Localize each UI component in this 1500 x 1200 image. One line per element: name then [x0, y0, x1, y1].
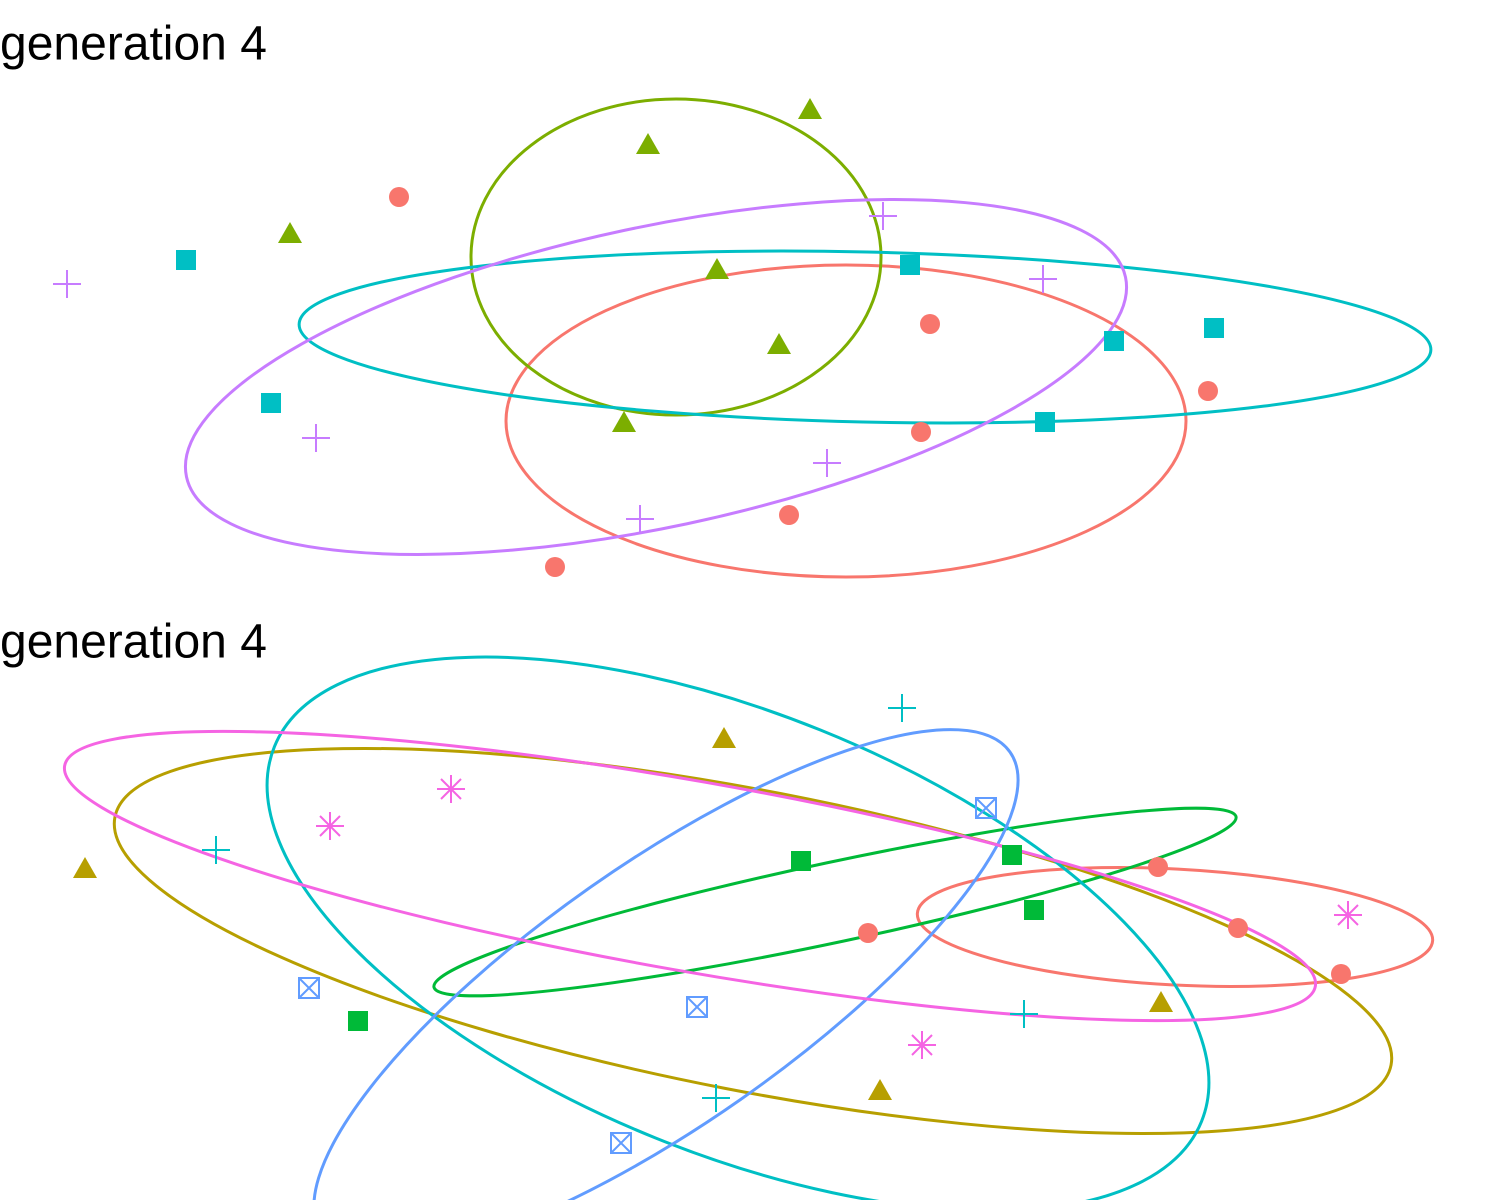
point — [1024, 900, 1044, 920]
point — [348, 1011, 368, 1031]
chart-panel: generation 4 — [0, 18, 1433, 579]
point — [900, 255, 920, 275]
point — [1149, 991, 1173, 1012]
point — [261, 393, 281, 413]
point — [888, 694, 916, 722]
point — [202, 836, 230, 864]
point — [73, 857, 97, 878]
point — [911, 422, 931, 442]
point — [1334, 901, 1362, 929]
point — [858, 923, 878, 943]
point — [1331, 964, 1351, 984]
chart-panel: generation 4 — [0, 616, 1435, 1200]
confidence-ellipse — [112, 746, 1394, 1136]
point — [1010, 1000, 1038, 1028]
point — [1029, 265, 1057, 293]
point — [869, 202, 897, 230]
point — [1002, 845, 1022, 865]
point — [437, 775, 465, 803]
confidence-ellipse — [297, 249, 1433, 425]
point — [908, 1031, 936, 1059]
confidence-ellipse — [469, 97, 883, 417]
point — [702, 1084, 730, 1112]
point — [686, 996, 708, 1018]
point — [610, 1132, 632, 1154]
point — [612, 411, 636, 432]
point — [1035, 412, 1055, 432]
confidence-ellipse — [312, 728, 1020, 1200]
confidence-ellipse — [183, 198, 1129, 556]
point — [1228, 918, 1248, 938]
confidence-ellipse — [504, 263, 1188, 579]
point — [705, 258, 729, 279]
point — [767, 333, 791, 354]
point — [1204, 318, 1224, 338]
chart-title: generation 4 — [0, 616, 267, 669]
point — [278, 222, 302, 243]
point — [626, 505, 654, 533]
point — [176, 250, 196, 270]
point — [1104, 331, 1124, 351]
confidence-ellipse — [265, 655, 1211, 1200]
point — [791, 851, 811, 871]
point — [636, 133, 660, 154]
point — [302, 424, 330, 452]
point — [813, 449, 841, 477]
point — [712, 727, 736, 748]
chart-title: generation 4 — [0, 18, 267, 71]
point — [868, 1079, 892, 1100]
confidence-ellipse — [915, 866, 1435, 988]
point — [1198, 381, 1218, 401]
point — [975, 797, 997, 819]
point — [920, 314, 940, 334]
point — [798, 98, 822, 119]
point — [298, 977, 320, 999]
point — [389, 187, 409, 207]
point — [53, 270, 81, 298]
confidence-ellipse — [62, 729, 1318, 1023]
point — [779, 505, 799, 525]
point — [316, 812, 344, 840]
confidence-ellipse — [432, 806, 1238, 998]
point — [545, 557, 565, 577]
point — [1148, 857, 1168, 877]
